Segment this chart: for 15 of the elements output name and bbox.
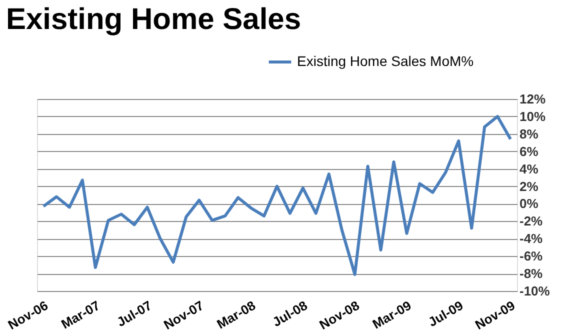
y-tick-label: 10% [520, 108, 546, 124]
line-series [42, 114, 512, 276]
chart-title: Existing Home Sales [6, 3, 302, 36]
y-tick-label: 12% [520, 92, 546, 106]
y-tick-label: -8% [520, 266, 544, 282]
y-tick-label: -6% [520, 248, 544, 264]
y-tick-label: -10% [520, 284, 550, 298]
y-tick-label: 6% [520, 144, 539, 159]
y-tick-label: 0% [520, 196, 539, 212]
y-tick-label: 4% [520, 161, 539, 176]
y-tick-label: -2% [520, 214, 544, 229]
y-tick-label: 8% [520, 126, 539, 142]
legend-label: Existing Home Sales MoM% [297, 53, 474, 69]
y-tick-label: 2% [520, 178, 539, 194]
y-tick-label: -4% [520, 231, 544, 246]
